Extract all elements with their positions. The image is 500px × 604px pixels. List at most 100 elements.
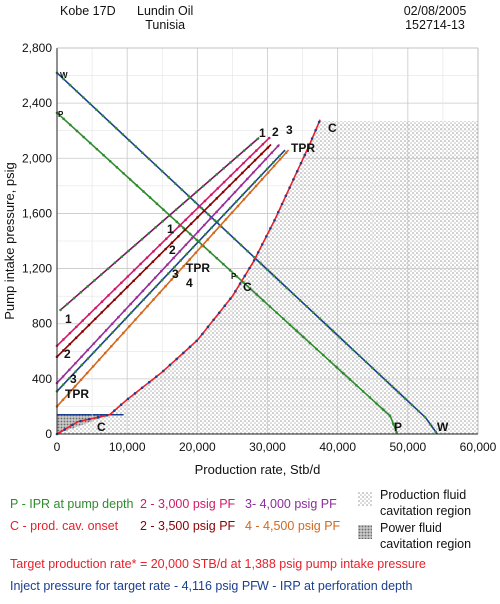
series-marker-1 [193,200,197,204]
series-marker-1 [187,194,190,198]
series-marker-5 [104,329,108,332]
series-marker-1 [114,126,118,130]
series-marker-6 [105,337,108,341]
series-marker-0 [175,220,179,224]
series-marker-5 [117,315,120,319]
series-marker-4 [87,323,91,327]
series-marker-8 [155,375,158,378]
series-marker-6 [86,357,90,360]
series-marker-4 [183,228,187,232]
curve-label-2: 2 [272,125,279,139]
power-region-swatch [358,525,372,539]
series-marker-5 [86,348,89,352]
series-marker-1 [397,391,401,394]
company-label: Lundin Oil Tunisia [137,4,193,32]
series-marker-1 [108,120,111,124]
series-marker-6 [98,344,102,347]
legend-3-4000: 3- 4,000 psig PF [245,497,337,511]
series-marker-7 [146,304,149,308]
series-marker-0 [255,293,258,296]
series-marker-7 [79,378,83,382]
series-marker-6 [216,219,220,223]
series-marker-6 [210,226,213,230]
series-marker-3 [190,212,194,215]
series-marker-5 [178,250,182,253]
series-marker-3 [210,193,213,196]
series-marker-3 [222,180,226,184]
series-marker-3 [248,155,252,159]
series-marker-7 [236,204,240,208]
series-marker-1 [358,354,361,357]
series-marker-1 [417,409,420,413]
series-marker-4 [81,330,84,333]
series-marker-8 [201,332,204,336]
series-marker-5 [276,144,280,148]
series-marker-0 [148,196,152,199]
series-marker-0 [262,299,265,302]
series-marker-3 [74,325,78,329]
series-marker-2 [79,290,83,294]
series-marker-8 [63,428,67,431]
series-marker-3 [158,243,162,247]
series-marker-0 [388,414,392,417]
series-marker-6 [154,285,158,288]
series-marker-5 [203,223,206,227]
series-marker-2 [208,178,212,182]
series-marker-7 [140,311,143,315]
series-marker-5 [147,282,151,286]
series-marker-7 [67,391,71,395]
series-marker-8 [280,202,284,206]
series-marker-0 [235,275,239,278]
series-marker-2 [127,249,130,253]
series-marker-0 [208,250,212,254]
series-marker-7 [61,398,65,402]
series-marker-8 [113,409,116,412]
series-marker-1 [167,176,171,179]
series-marker-3 [81,319,85,322]
series-marker-0 [188,232,192,236]
series-marker-5 [67,368,71,372]
series-marker-6 [117,324,121,328]
series-marker-1 [226,231,230,234]
series-marker-3 [152,250,155,253]
series-marker-0 [381,408,385,411]
series-marker-3 [197,205,200,209]
series-marker-1 [390,385,394,388]
curve-label-2: 2 [64,347,71,361]
series-marker-8 [314,128,317,132]
series-marker-3 [242,161,245,165]
series-marker-2 [215,172,219,176]
series-marker-6 [228,206,232,210]
series-marker-7 [272,164,276,168]
series-marker-4 [202,209,206,213]
series-marker-6 [68,376,71,380]
series-marker-2 [59,308,62,312]
series-marker-1 [371,366,374,370]
series-marker-8 [217,311,221,315]
series-marker-7 [260,178,264,181]
series-marker-2 [235,155,239,158]
series-marker-5 [184,243,188,247]
series-marker-7 [85,371,89,375]
series-marker-3 [267,136,271,140]
series-marker-8 [252,259,256,262]
y-tick-label: 1,600 [22,206,52,220]
series-marker-2 [86,285,89,288]
series-marker-5 [196,230,200,233]
series-marker-6 [142,298,145,301]
series-marker-0 [115,166,119,169]
series-marker-8 [126,397,130,401]
series-marker-3 [107,294,110,297]
series-marker-6 [166,272,170,275]
series-line-3 [56,137,271,347]
curve-label-1: 1 [259,126,266,140]
series-marker-1 [338,335,341,339]
series-marker-1 [95,108,98,112]
x-tick-label: 60,000 [460,440,497,454]
series-marker-6 [272,161,275,164]
series-marker-7 [278,157,282,161]
series-marker-4 [68,342,72,346]
series-marker-2 [133,243,137,247]
series-marker-6 [222,213,226,216]
series-marker-2 [66,302,69,306]
